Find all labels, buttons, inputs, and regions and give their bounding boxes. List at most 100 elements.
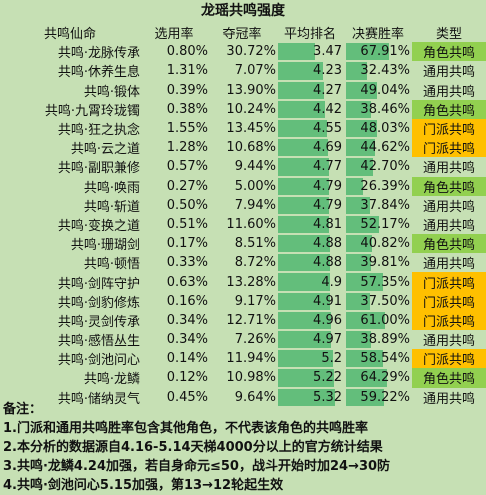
avg-rank-value: 5.22 <box>313 370 342 386</box>
table-row: 共鸣·储纳灵气 0.45% 9.64% 5.32 59.22% 通用共鸣 <box>0 387 486 407</box>
avg-rank-value: 4.91 <box>313 293 342 309</box>
row-name: 共鸣·龙鳞 <box>83 372 140 388</box>
final-win-rate-value: 39.81% <box>360 255 410 271</box>
final-win-rate-bar <box>346 369 388 387</box>
row-avg-rank: 4.69 <box>276 138 344 157</box>
avg-rank-bar <box>278 254 331 272</box>
row-final-win-rate: 42.70% <box>344 157 412 176</box>
avg-rank-bar <box>278 215 330 234</box>
avg-rank-bar <box>278 331 331 349</box>
header-row: 共鸣仙命 选用率 夺冠率 平均排名 决赛胜率 类型 <box>0 23 486 42</box>
note-item: 2.本分析的数据源自4.16-5.14天梯4000分以上的官方统计结果 <box>3 440 383 455</box>
row-type-badge: 门派共鸣 <box>412 138 486 158</box>
row-final-win-rate: 52.17% <box>344 215 412 234</box>
table-row: 共鸣·感悟丛生 0.34% 7.26% 4.97 38.89% 通用共鸣 <box>0 330 486 350</box>
row-final-win-rate: 39.81% <box>344 253 412 272</box>
row-win-rate: 13.28% <box>226 274 276 290</box>
final-win-rate-value: 40.82% <box>360 236 410 252</box>
header-final-win-rate: 决赛胜率 <box>351 27 404 43</box>
row-pick-rate: 0.80% <box>166 44 208 60</box>
row-name: 共鸣·灵剑传承 <box>57 314 140 330</box>
row-pick-rate: 0.34% <box>166 312 208 328</box>
row-final-win-rate: 61.00% <box>344 311 412 330</box>
row-win-rate: 8.72% <box>234 255 276 271</box>
final-win-rate-value: 37.50% <box>360 293 410 309</box>
row-final-win-rate: 57.35% <box>344 272 412 291</box>
final-win-rate-bar <box>346 331 371 349</box>
header-win-rate: 夺冠率 <box>222 27 262 43</box>
row-type-badge: 角色共鸣 <box>412 234 486 254</box>
row-win-rate: 5.00% <box>234 178 276 194</box>
row-win-rate: 12.71% <box>226 312 276 328</box>
avg-rank-value: 4.79 <box>313 197 342 213</box>
table-row: 共鸣·狂之执念 1.55% 13.45% 4.55 48.03% 门派共鸣 <box>0 118 486 139</box>
final-win-rate-value: 44.62% <box>360 140 410 156</box>
row-win-rate: 10.98% <box>226 370 276 386</box>
row-name: 共鸣·剑池问心 <box>57 353 140 369</box>
row-win-rate: 10.68% <box>226 140 276 156</box>
final-win-rate-bar <box>346 43 390 61</box>
row-name: 共鸣·斩道 <box>83 199 140 215</box>
final-win-rate-value: 37.84% <box>360 197 410 213</box>
final-win-rate-bar <box>346 311 386 329</box>
row-win-rate: 7.07% <box>234 63 276 79</box>
avg-rank-value: 5.32 <box>313 389 342 405</box>
row-type-badge: 通用共鸣 <box>412 61 486 81</box>
row-name: 共鸣·龙脉传承 <box>57 46 140 62</box>
avg-rank-bar <box>278 81 324 99</box>
row-name: 共鸣·顿悟 <box>83 257 140 273</box>
row-avg-rank: 4.42 <box>276 100 344 119</box>
header-type: 类型 <box>435 27 462 43</box>
final-win-rate-value: 59.22% <box>360 389 410 405</box>
avg-rank-value: 4.69 <box>313 140 342 156</box>
table-row: 共鸣·灵剑传承 0.34% 12.71% 4.96 61.00% 门派共鸣 <box>0 310 486 330</box>
row-avg-rank: 4.55 <box>276 119 344 138</box>
row-type-badge: 通用共鸣 <box>412 387 486 407</box>
final-win-rate-value: 49.04% <box>360 82 410 98</box>
avg-rank-bar <box>278 369 334 387</box>
row-pick-rate: 0.16% <box>166 293 208 309</box>
avg-rank-value: 4.23 <box>313 63 342 79</box>
table-row: 共鸣·云之道 1.28% 10.68% 4.69 44.62% 门派共鸣 <box>0 138 486 158</box>
row-name: 共鸣·剑阵守护 <box>57 276 140 292</box>
row-type-badge: 门派共鸣 <box>412 349 486 369</box>
row-final-win-rate: 37.50% <box>344 292 412 311</box>
row-final-win-rate: 48.03% <box>344 119 412 138</box>
final-win-rate-bar <box>346 139 375 157</box>
row-pick-rate: 0.50% <box>166 197 208 213</box>
avg-rank-value: 4.88 <box>313 236 342 252</box>
row-pick-rate: 1.55% <box>166 121 208 137</box>
table-row: 共鸣·龙鳞 0.12% 10.98% 5.22 64.29% 角色共鸣 <box>0 368 486 388</box>
row-final-win-rate: 59.22% <box>344 388 412 407</box>
final-win-rate-value: 64.29% <box>360 370 410 386</box>
row-type-badge: 角色共鸣 <box>412 368 486 388</box>
final-win-rate-bar <box>346 388 384 406</box>
row-pick-rate: 0.63% <box>166 274 208 290</box>
avg-rank-bar <box>278 196 330 214</box>
avg-rank-bar <box>278 350 334 368</box>
avg-rank-bar <box>278 273 331 291</box>
row-win-rate: 13.45% <box>226 121 276 137</box>
row-final-win-rate: 49.04% <box>344 81 412 100</box>
avg-rank-value: 4.96 <box>313 312 342 328</box>
header-pick-rate: 选用率 <box>154 27 194 43</box>
row-name: 共鸣·剑豹修炼 <box>57 295 140 311</box>
final-win-rate-value: 42.70% <box>360 159 410 175</box>
avg-rank-bar <box>278 119 327 138</box>
final-win-rate-bar <box>346 350 384 368</box>
row-pick-rate: 1.28% <box>166 140 208 156</box>
final-win-rate-bar <box>346 158 374 176</box>
row-type-badge: 通用共鸣 <box>412 214 486 235</box>
final-win-rate-bar <box>346 100 371 118</box>
table-row: 共鸣·珊瑚剑 0.17% 8.51% 4.88 40.82% 角色共鸣 <box>0 234 486 254</box>
row-name: 共鸣·珊瑚剑 <box>70 238 140 254</box>
row-pick-rate: 0.51% <box>166 216 208 232</box>
row-pick-rate: 0.12% <box>166 370 208 386</box>
row-avg-rank: 4.77 <box>276 157 344 176</box>
avg-rank-bar <box>278 388 335 406</box>
avg-rank-bar <box>278 139 329 157</box>
final-win-rate-value: 32.43% <box>360 63 410 79</box>
row-avg-rank: 4.23 <box>276 61 344 80</box>
table-row: 共鸣·九霄玲珑镯 0.38% 10.24% 4.42 38.46% 角色共鸣 <box>0 99 486 119</box>
table-row: 共鸣·顿悟 0.33% 8.72% 4.88 39.81% 通用共鸣 <box>0 253 486 273</box>
